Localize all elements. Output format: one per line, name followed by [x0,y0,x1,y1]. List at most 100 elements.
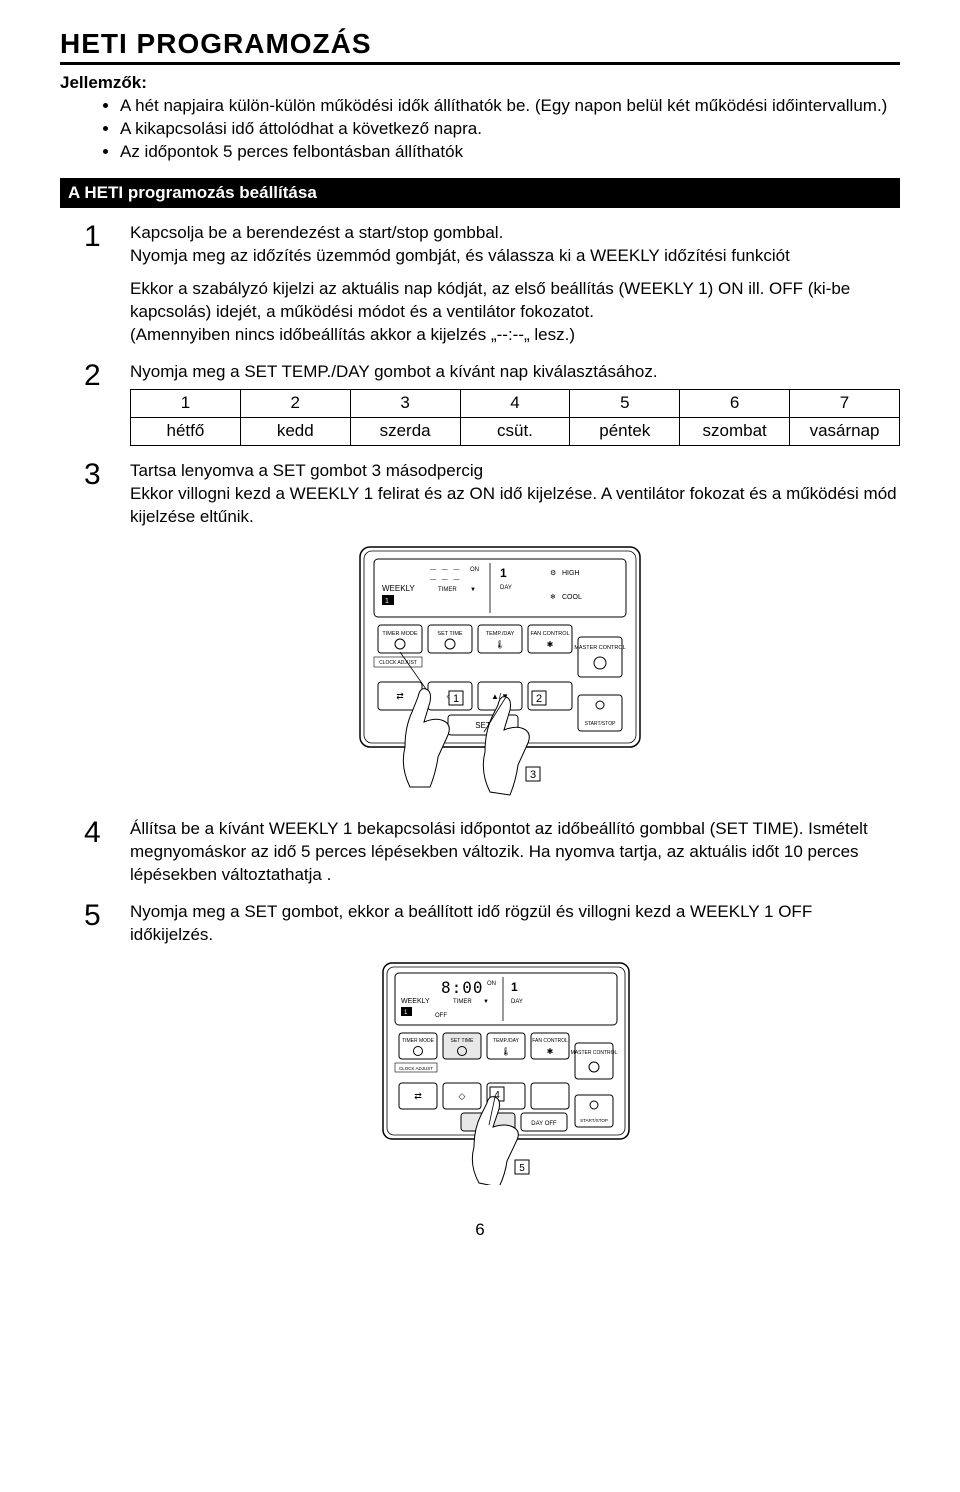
day-num-cell: 4 [460,390,570,418]
step-number: 4 [84,818,130,848]
svg-text:COOL: COOL [562,594,582,601]
svg-text:TEMP./DAY: TEMP./DAY [493,1038,520,1044]
step-4: 4 Állítsa be a kívánt WEEKLY 1 bekapcsol… [84,818,900,887]
svg-text:◇: ◇ [459,1091,466,1101]
svg-text:SET TIME: SET TIME [437,631,462,637]
day-num-cell: 5 [570,390,680,418]
svg-text:1: 1 [385,598,389,605]
day-name-cell: kedd [240,418,350,446]
step-text: Ekkor a szabályzó kijelzi az aktuális na… [130,278,900,324]
svg-text:DAY: DAY [500,585,512,591]
step-3: 3 Tartsa lenyomva a SET gombot 3 másodpe… [84,460,900,804]
svg-text:8:00: 8:00 [441,978,484,997]
step-text: Állítsa be a kívánt WEEKLY 1 bekapcsolás… [130,818,900,887]
section-heading: A HETI programozás beállítása [60,178,900,208]
svg-text:MASTER CONTROL: MASTER CONTROL [574,645,625,651]
remote-diagram-1: WEEKLY 1 — — — ON — — — TIMER ▼ 1 DAY ⚙ … [130,537,900,804]
svg-text:▼: ▼ [483,999,489,1005]
day-num-cell: 1 [131,390,241,418]
svg-text:TIMER MODE: TIMER MODE [402,1038,435,1044]
step-text: Kapcsolja be a berendezést a start/stop … [130,222,900,245]
svg-text:1: 1 [500,566,507,580]
svg-text:MASTER CONTROL: MASTER CONTROL [571,1050,618,1056]
svg-text:— — —: — — — [430,567,461,573]
step-5: 5 Nyomja meg a SET gombot, ekkor a beáll… [84,901,900,1192]
svg-text:WEEKLY: WEEKLY [382,584,415,593]
day-num-cell: 6 [680,390,790,418]
day-name-cell: hétfő [131,418,241,446]
svg-text:— — —: — — — [430,577,461,583]
remote-svg: 8:00 ON TIMER ▼ 1 DAY WEEKLY 1 OFF TIMER… [375,955,655,1185]
svg-text:DAY OFF: DAY OFF [531,1121,557,1127]
svg-text:TIMER MODE: TIMER MODE [382,631,417,637]
features-label: Jellemzők: [60,73,900,93]
svg-text:🌡: 🌡 [501,1047,511,1056]
table-row: 1 2 3 4 5 6 7 [131,390,900,418]
svg-text:✱: ✱ [547,1047,554,1056]
step-2: 2 Nyomja meg a SET TEMP./DAY gombot a kí… [84,361,900,447]
svg-text:2: 2 [536,693,542,705]
features-list: A hét napjaira külön-külön működési idők… [120,95,900,164]
step-number: 1 [84,222,130,252]
svg-text:START/STOP: START/STOP [580,1118,608,1123]
day-name-cell: szombat [680,418,790,446]
svg-text:3: 3 [530,769,536,781]
step-text: Nyomja meg a SET gombot, ekkor a beállít… [130,901,900,947]
svg-text:FAN CONTROL: FAN CONTROL [530,631,569,637]
remote-diagram-2: 8:00 ON TIMER ▼ 1 DAY WEEKLY 1 OFF TIMER… [130,955,900,1192]
step-body: Állítsa be a kívánt WEEKLY 1 bekapcsolás… [130,818,900,887]
svg-text:START/STOP: START/STOP [585,721,617,727]
svg-text:🌡: 🌡 [495,640,505,649]
step-body: Nyomja meg a SET gombot, ekkor a beállít… [130,901,900,1192]
svg-text:⇄: ⇄ [414,1091,422,1101]
svg-text:⇄: ⇄ [396,691,404,701]
page-number: 6 [60,1220,900,1240]
svg-text:WEEKLY: WEEKLY [401,998,430,1005]
svg-text:ON: ON [487,981,496,987]
remote-svg: WEEKLY 1 — — — ON — — — TIMER ▼ 1 DAY ⚙ … [350,537,680,797]
day-name-cell: péntek [570,418,680,446]
svg-text:TIMER: TIMER [453,999,472,1005]
svg-text:HIGH: HIGH [562,570,580,577]
step-number: 2 [84,361,130,391]
step-text: Nyomja meg a SET TEMP./DAY gombot a kívá… [130,361,900,384]
day-num-cell: 2 [240,390,350,418]
feature-item: Az időpontok 5 perces felbontásban állít… [120,141,900,164]
svg-text:CLOCK ADJUST: CLOCK ADJUST [399,1066,433,1071]
step-text: Ekkor villogni kezd a WEEKLY 1 felirat é… [130,483,900,529]
svg-text:FAN CONTROL: FAN CONTROL [532,1038,568,1044]
svg-text:CLOCK ADJUST: CLOCK ADJUST [379,660,417,666]
step-text: (Amennyiben nincs időbeállítás akkor a k… [130,324,900,347]
svg-text:TIMER: TIMER [438,587,457,593]
day-name-cell: csüt. [460,418,570,446]
step-number: 5 [84,901,130,931]
feature-item: A kikapcsolási idő áttolódhat a következ… [120,118,900,141]
svg-text:1: 1 [453,693,459,705]
svg-text:❄: ❄ [550,593,556,601]
day-num-cell: 3 [350,390,460,418]
step-text: Nyomja meg az időzítés üzemmód gombját, … [130,245,900,268]
page-title: HETI PROGRAMOZÁS [60,28,900,65]
day-name-cell: vasárnap [790,418,900,446]
svg-text:5: 5 [519,1163,525,1174]
days-table: 1 2 3 4 5 6 7 hétfő kedd szerda csüt. pé… [130,389,900,446]
svg-text:✱: ✱ [547,640,554,649]
feature-item: A hét napjaira külön-külön működési idők… [120,95,900,118]
table-row: hétfő kedd szerda csüt. péntek szombat v… [131,418,900,446]
step-body: Kapcsolja be a berendezést a start/stop … [130,222,900,347]
svg-text:TEMP./DAY: TEMP./DAY [486,631,515,637]
svg-text:SET TIME: SET TIME [451,1038,475,1044]
day-name-cell: szerda [350,418,460,446]
day-num-cell: 7 [790,390,900,418]
svg-text:ON: ON [470,567,479,573]
step-number: 3 [84,460,130,490]
step-body: Tartsa lenyomva a SET gombot 3 másodperc… [130,460,900,804]
step-body: Nyomja meg a SET TEMP./DAY gombot a kívá… [130,361,900,447]
step-1: 1 Kapcsolja be a berendezést a start/sto… [84,222,900,347]
svg-text:1: 1 [511,980,518,994]
svg-text:⚙: ⚙ [550,569,556,577]
step-text: Tartsa lenyomva a SET gombot 3 másodperc… [130,460,900,483]
svg-text:▼: ▼ [470,587,476,593]
svg-text:OFF: OFF [435,1013,447,1019]
svg-text:DAY: DAY [511,999,523,1005]
